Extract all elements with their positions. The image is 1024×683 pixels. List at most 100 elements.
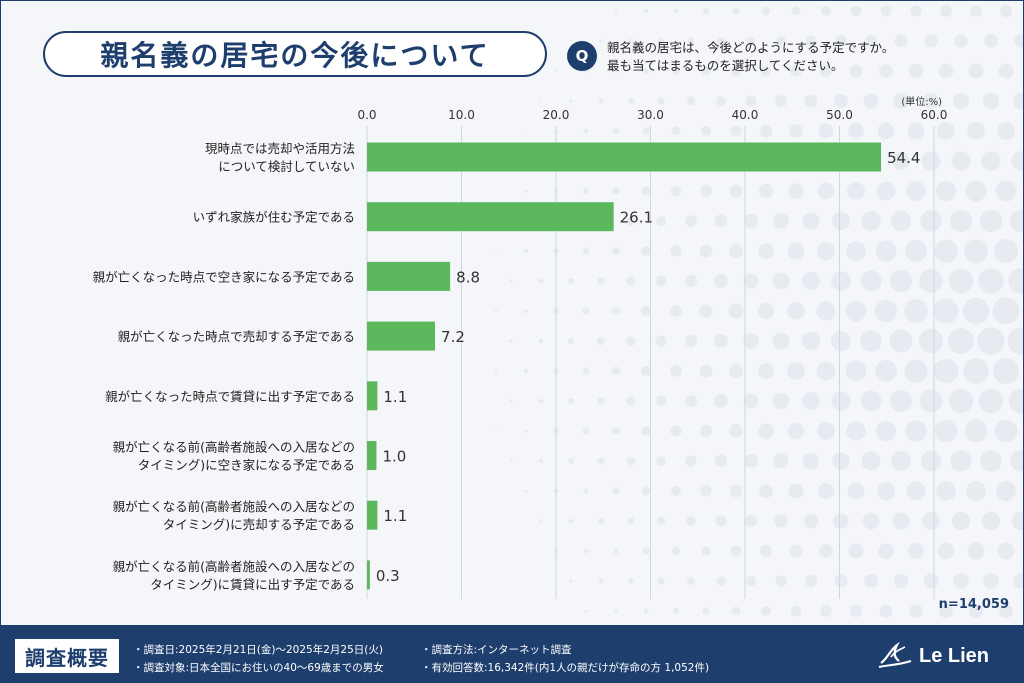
- background-dot: [997, 122, 1015, 140]
- background-dot: [744, 454, 758, 468]
- background-dot: [847, 182, 865, 200]
- background-dot: [904, 299, 928, 323]
- background-dot: [979, 209, 1003, 233]
- background-dot: [684, 274, 698, 288]
- background-dot: [805, 35, 817, 47]
- background-dot: [831, 331, 851, 351]
- background-dot: [717, 37, 725, 45]
- background-dot: [907, 122, 925, 140]
- background-dot: [992, 297, 1020, 325]
- background-dot: [569, 99, 573, 103]
- background-dot: [627, 517, 635, 525]
- background-dot: [774, 94, 788, 108]
- x-tick-label: 40.0: [732, 108, 759, 122]
- background-dot: [909, 604, 923, 618]
- category-label: 親が亡くなる前(高齢者施設への入居などの: [113, 559, 355, 574]
- background-dot: [889, 329, 913, 353]
- background-dot: [611, 246, 621, 256]
- background-dot: [820, 605, 832, 617]
- background-dot: [524, 129, 528, 133]
- background-dot: [494, 369, 498, 373]
- background-dot: [919, 269, 943, 293]
- background-dot: [862, 512, 880, 530]
- category-label: 親が亡くなる前(高齢者施設への入居などの: [113, 440, 355, 455]
- x-tick-label: 60.0: [921, 108, 948, 122]
- background-dot: [746, 36, 756, 46]
- bar-value-label: 1.1: [383, 388, 407, 406]
- background-dot: [977, 327, 1005, 355]
- background-dot: [949, 389, 973, 413]
- background-dot: [1011, 511, 1023, 531]
- background-dot: [494, 309, 498, 313]
- background-dot: [743, 333, 759, 349]
- background-dot: [876, 481, 896, 501]
- background-dot: [831, 271, 851, 291]
- background-dot: [538, 338, 544, 344]
- background-dot: [922, 512, 940, 530]
- background-dot: [981, 151, 1001, 171]
- background-dot: [920, 210, 942, 232]
- background-dot: [834, 94, 848, 108]
- bar: [367, 441, 377, 470]
- bar-value-label: 26.1: [620, 209, 653, 227]
- background-dot: [923, 93, 939, 109]
- background-dot: [684, 394, 698, 408]
- background-dot: [671, 486, 681, 496]
- background-dot: [918, 328, 944, 354]
- background-dot: [891, 451, 911, 471]
- background-dot: [965, 180, 987, 202]
- background-dot: [875, 360, 897, 382]
- background-dot: [818, 123, 834, 139]
- background-dot: [845, 360, 867, 382]
- background-dot: [687, 37, 695, 45]
- background-dot: [907, 542, 925, 560]
- background-dot: [702, 7, 710, 15]
- background-dot: [983, 573, 999, 589]
- background-dot: [803, 513, 819, 529]
- background-dot: [582, 427, 590, 435]
- background-dot: [538, 398, 544, 404]
- background-dot: [772, 272, 790, 290]
- background-dot: [938, 63, 954, 79]
- background-dot: [788, 183, 804, 199]
- background-dot: [699, 364, 713, 378]
- x-tick-label: 10.0: [448, 108, 475, 122]
- background-dot: [714, 274, 728, 288]
- category-label: いずれ家族が住む予定である: [193, 210, 355, 225]
- survey-date: ・調査日:2025年2月21日(金)〜2025年2月25日(火): [133, 644, 383, 656]
- background-dot: [994, 239, 1018, 263]
- background-dot: [757, 362, 775, 380]
- bar: [367, 500, 378, 530]
- background-dot: [832, 452, 850, 470]
- background-dot: [893, 93, 909, 109]
- background-dot: [775, 575, 787, 587]
- background-dot: [964, 239, 988, 263]
- background-dot: [817, 182, 835, 200]
- background-dot: [672, 607, 680, 615]
- background-dot: [582, 367, 590, 375]
- background-dot: [626, 456, 636, 466]
- background-dot: [730, 125, 742, 137]
- background-dot: [994, 419, 1018, 443]
- background-dot: [685, 455, 697, 467]
- background-dot: [714, 214, 728, 228]
- background-dot: [1008, 268, 1023, 294]
- bar: [367, 142, 882, 172]
- bar: [367, 261, 451, 291]
- background-dot: [970, 5, 982, 17]
- background-dot: [729, 424, 743, 438]
- background-dot: [816, 361, 836, 381]
- background-dot: [879, 64, 893, 78]
- background-dot: [627, 97, 635, 105]
- background-dot: [702, 607, 710, 615]
- background-dot: [773, 453, 789, 469]
- background-dot: [597, 457, 605, 465]
- background-dot: [509, 279, 513, 283]
- background-dot: [641, 246, 651, 256]
- background-dot: [1008, 388, 1023, 414]
- background-dot: [833, 513, 849, 529]
- background-dot: [804, 574, 818, 588]
- category-label: 親が亡くなった時点で空き家になる予定である: [93, 269, 355, 284]
- background-dot: [980, 450, 1002, 472]
- background-dot: [743, 393, 759, 409]
